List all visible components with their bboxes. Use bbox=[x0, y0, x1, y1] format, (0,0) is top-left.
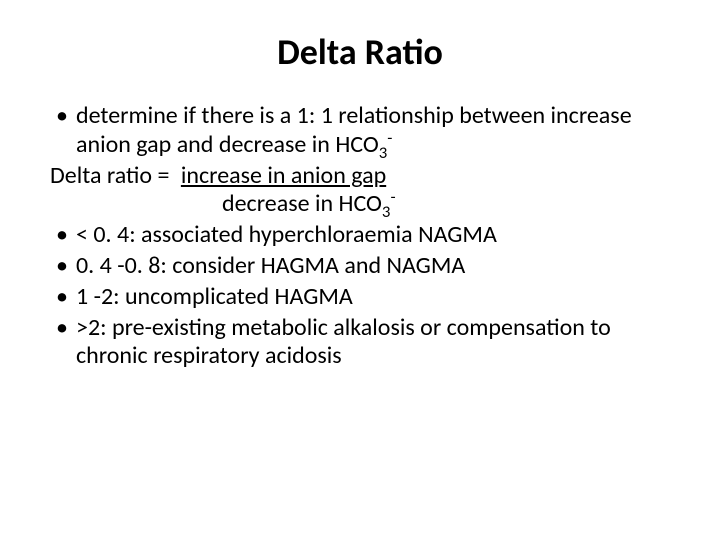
formula-line: Delta ratio = increase in anion gap decr… bbox=[50, 162, 670, 220]
intro-text: determine if there is a 1: 1 relationshi… bbox=[76, 101, 632, 159]
intro-sup: - bbox=[387, 127, 392, 148]
formula-denominator: decrease in HCO3- bbox=[50, 190, 670, 219]
formula-den-text: decrease in HCO bbox=[222, 189, 382, 218]
bullet-range-3: 1 -2: uncomplicated HAGMA bbox=[50, 283, 670, 312]
slide-body: determine if there is a 1: 1 relationshi… bbox=[50, 102, 670, 371]
formula-lhs: Delta ratio = bbox=[50, 161, 175, 190]
bullet-list-ranges: < 0. 4: associated hyperchloraemia NAGMA… bbox=[50, 221, 670, 371]
bullet-range-2: 0. 4 -0. 8: consider HAGMA and NAGMA bbox=[50, 252, 670, 281]
bullet-intro: determine if there is a 1: 1 relationshi… bbox=[50, 102, 670, 160]
slide: Delta Ratio determine if there is a 1: 1… bbox=[0, 0, 720, 540]
formula-numerator: increase in anion gap bbox=[175, 161, 392, 190]
formula-den-sup: - bbox=[390, 186, 395, 207]
bullet-range-1: < 0. 4: associated hyperchloraemia NAGMA bbox=[50, 221, 670, 250]
bullet-list: determine if there is a 1: 1 relationshi… bbox=[50, 102, 670, 160]
bullet-range-4: >2: pre-existing metabolic alkalosis or … bbox=[50, 314, 670, 372]
slide-title: Delta Ratio bbox=[50, 30, 670, 74]
intro-sub: 3 bbox=[379, 142, 388, 163]
